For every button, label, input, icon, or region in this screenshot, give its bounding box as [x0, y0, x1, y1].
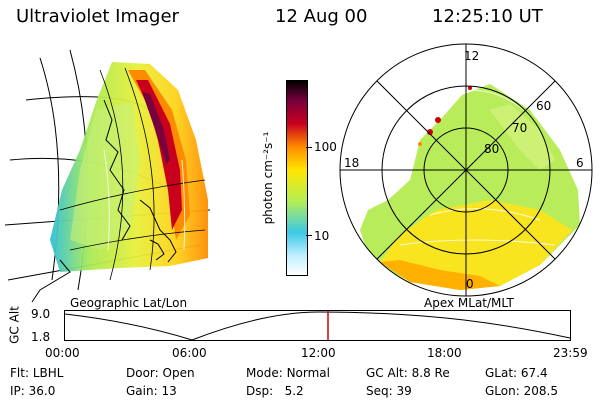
alt-xtick-0000: 00:00 — [45, 346, 80, 360]
ip-value: 36.0 — [28, 384, 56, 398]
flt-value: LBHL — [32, 366, 64, 380]
colorbar-tick-label-10: 10 — [314, 229, 330, 243]
date-label: 12 Aug 00 — [275, 6, 368, 27]
colorbar-tick-10 — [306, 235, 312, 236]
mlt-label-12: 12 — [464, 49, 479, 63]
seq-field: Seq: 39 — [366, 384, 412, 398]
gain-value: 13 — [161, 384, 177, 398]
lat-label-80: 80 — [484, 142, 499, 156]
alt-xtick-1800: 18:00 — [427, 346, 462, 360]
polar-label: Apex MLat/MLT — [424, 296, 514, 310]
door-label: Door: — [126, 366, 159, 380]
mode-value: Normal — [286, 366, 330, 380]
lat-label-70: 70 — [512, 121, 527, 135]
geographic-map — [4, 49, 211, 303]
alt-xtick-0600: 06:00 — [172, 346, 207, 360]
seq-value: 39 — [396, 384, 412, 398]
dsp-value: 5.2 — [284, 384, 304, 398]
lat-label-60: 60 — [536, 99, 551, 113]
mode-field: Mode: Normal — [246, 366, 330, 380]
gcalt-label: GC Alt: — [366, 366, 408, 380]
flt-field: Flt: LBHL — [10, 366, 63, 380]
glon-label: GLon: — [485, 384, 520, 398]
dsp-label: Dsp: — [246, 384, 274, 398]
glon-field: GLon: 208.5 — [485, 384, 558, 398]
colorbar-tick-label-100: 100 — [314, 140, 337, 154]
geographic-label: Geographic Lat/Lon — [70, 296, 188, 310]
polar-plot: 12 18 6 0 60 70 80 — [339, 43, 593, 297]
gcalt-field: GC Alt: 8.8 Re — [366, 366, 450, 380]
gain-field: Gain: 13 — [126, 384, 177, 398]
mlt-label-6: 6 — [576, 156, 584, 170]
gain-label: Gain: — [126, 384, 158, 398]
colorbar-tick-100 — [306, 147, 312, 148]
glat-label: GLat: — [485, 366, 518, 380]
alt-ytick-1-8: 1.8 — [31, 330, 51, 344]
dsp-field: Dsp: 5.2 — [246, 384, 304, 398]
flt-label: Flt: — [10, 366, 29, 380]
alt-ylabel: GC Alt — [7, 306, 22, 344]
alt-xtick-1200: 12:00 — [301, 346, 336, 360]
alt-ytick-9: 9.0 — [31, 307, 51, 321]
altitude-track — [64, 310, 571, 341]
colorbar — [286, 80, 308, 276]
mode-label: Mode: — [246, 366, 283, 380]
gcalt-value: 8.8 Re — [411, 366, 450, 380]
door-field: Door: Open — [126, 366, 195, 380]
glon-value: 208.5 — [523, 384, 558, 398]
alt-xtick-2359: 23:59 — [553, 346, 588, 360]
glat-field: GLat: 67.4 — [485, 366, 548, 380]
mlt-label-0: 0 — [466, 277, 474, 291]
ip-field: IP: 36.0 — [10, 384, 55, 398]
door-value: Open — [162, 366, 195, 380]
time-label: 12:25:10 UT — [432, 6, 543, 27]
colorbar-unit-label: photon cm⁻²s⁻¹ — [261, 131, 275, 225]
ip-label: IP: — [10, 384, 25, 398]
mlt-label-18: 18 — [344, 156, 359, 170]
glat-value: 67.4 — [520, 366, 548, 380]
seq-label: Seq: — [366, 384, 393, 398]
instrument-title: Ultraviolet Imager — [16, 6, 179, 27]
